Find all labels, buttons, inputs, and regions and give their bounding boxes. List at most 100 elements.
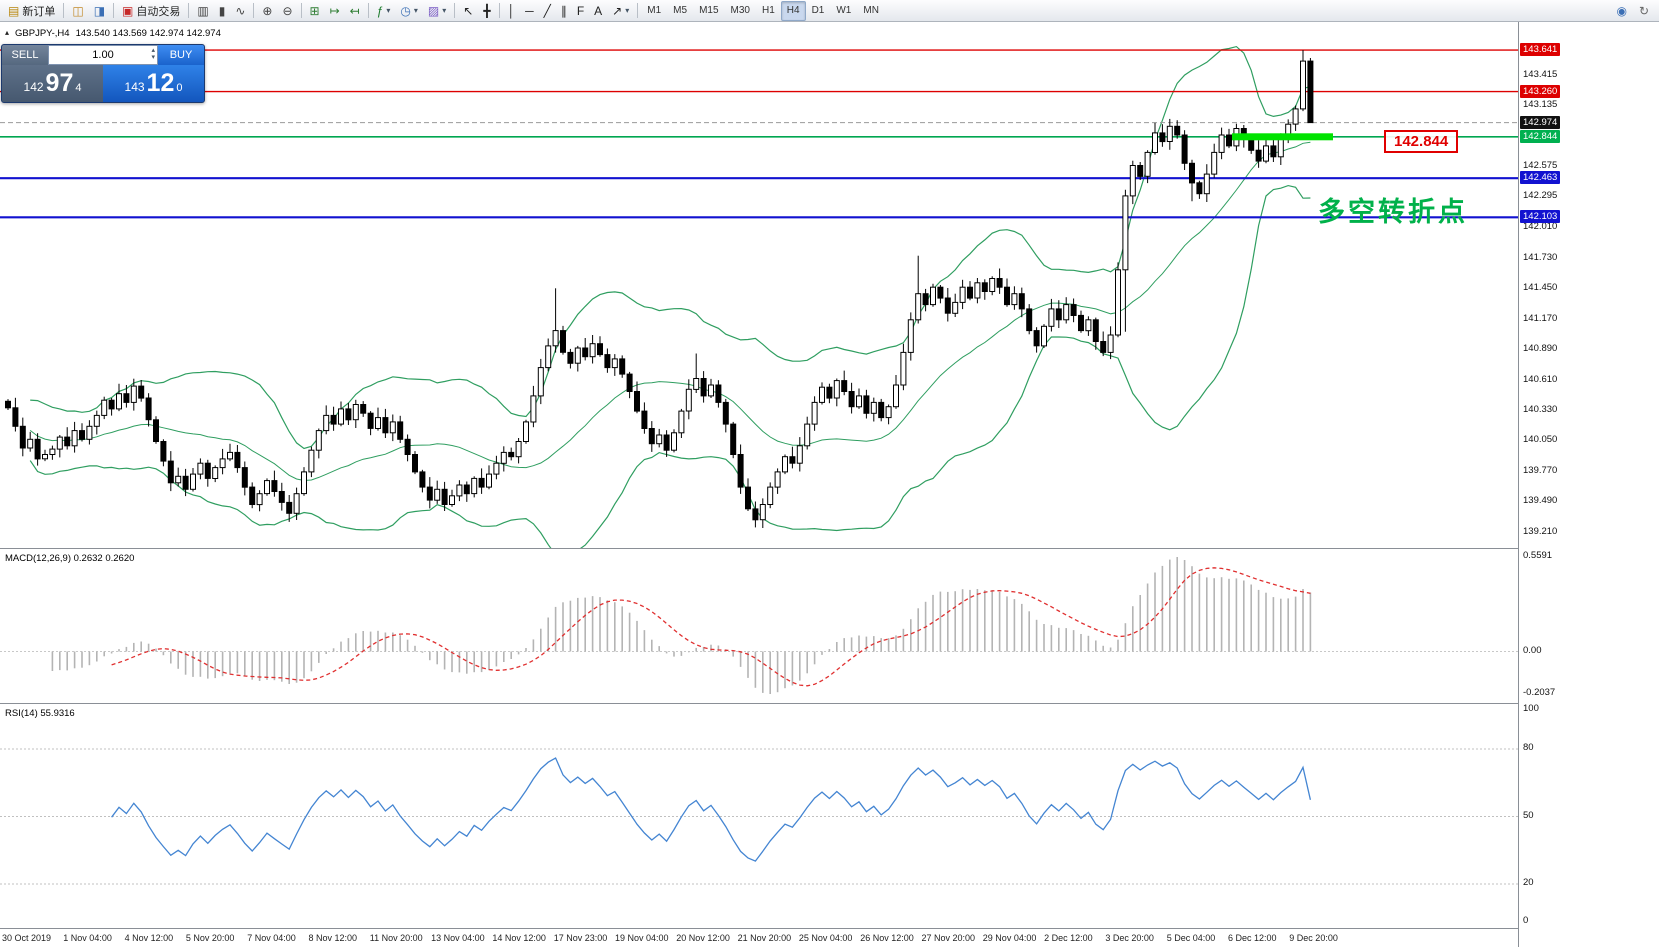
scale-tick: 141.730: [1523, 251, 1558, 263]
tile-windows-button[interactable]: ⊞: [305, 1, 325, 21]
time-label: 9 Dec 20:00: [1289, 933, 1338, 943]
auto-trading-icon: ▣: [122, 3, 134, 18]
indicators-button[interactable]: ƒ ▾: [372, 1, 396, 21]
timeframe-d1-button[interactable]: D1: [806, 1, 831, 21]
periods-button[interactable]: ◷ ▾: [395, 1, 423, 21]
data-window-icon: ◨: [93, 3, 106, 18]
timeframe-m1-button[interactable]: M1: [641, 1, 667, 21]
time-label: 13 Nov 04:00: [431, 933, 485, 943]
time-label: 2 Dec 12:00: [1044, 933, 1093, 943]
tick-direction-icon: ▴: [5, 28, 10, 37]
toolbar-right-group: ◉ ↻: [1611, 1, 1654, 21]
timeframe-h1-button[interactable]: H1: [756, 1, 781, 21]
button-label: W1: [836, 5, 852, 16]
zoom-in-icon: ⊕: [262, 3, 273, 18]
scale-tick: 139.210: [1523, 525, 1558, 537]
timeframe-m15-button[interactable]: M15: [693, 1, 724, 21]
search-icon: ◉: [1616, 4, 1627, 18]
timeframe-w1-button[interactable]: W1: [830, 1, 857, 21]
trendline-button[interactable]: ╱: [539, 1, 556, 21]
time-label: 7 Nov 04:00: [247, 933, 296, 943]
sell-button[interactable]: SELL: [2, 45, 48, 65]
timeframe-m5-button[interactable]: M5: [667, 1, 693, 21]
main-chart[interactable]: ▴ GBPJPY-,H4 143.540 143.569 142.974 142…: [0, 22, 1518, 548]
quote-ohlc: 143.540 143.569 142.974 142.974: [75, 28, 221, 39]
macd-scale-zero: 0.00: [1523, 644, 1542, 656]
price-level-callout: 142.844: [1384, 130, 1459, 153]
button-label: M1: [647, 5, 662, 16]
auto-scroll-button[interactable]: ↦: [325, 1, 345, 21]
indicators-icon: ƒ: [376, 3, 384, 18]
candlestick-icon: ▮: [218, 3, 226, 18]
spinner-up-icon[interactable]: ▴: [151, 47, 155, 54]
crosshair-button[interactable]: ╋: [478, 1, 495, 21]
button-label: H1: [761, 5, 775, 16]
search-button[interactable]: ◉: [1611, 1, 1631, 21]
zoom-out-button[interactable]: ⊖: [277, 1, 297, 21]
rsi-scale-label: 80: [1523, 742, 1534, 753]
fibonacci-button[interactable]: F: [572, 1, 589, 21]
volume-value: 1.00: [92, 49, 114, 61]
rsi-scale-label: 0: [1523, 915, 1529, 926]
time-label: 4 Nov 12:00: [124, 933, 174, 943]
time-label: 19 Nov 04:00: [615, 933, 669, 943]
timeframe-mn-button[interactable]: MN: [857, 1, 885, 21]
chart-profiles-button[interactable]: ◫: [67, 1, 88, 21]
timeframe-m30-button[interactable]: M30: [725, 1, 756, 21]
profiles-icon: ◫: [72, 3, 84, 18]
macd-scale-min: -0.2037: [1523, 687, 1556, 698]
line-chart-button[interactable]: ∿: [230, 1, 250, 21]
sell-price[interactable]: 142 97 4: [2, 65, 103, 102]
new-order-icon: ▤: [8, 3, 20, 18]
bar-chart-icon: ▥: [197, 3, 209, 18]
scale-tick: 140.610: [1523, 373, 1558, 385]
rsi-panel[interactable]: RSI(14) 55.9316: [0, 703, 1518, 929]
chart-shift-button[interactable]: ↤: [345, 1, 365, 21]
candlestick-chart: [0, 45, 1518, 548]
time-axis[interactable]: 30 Oct 2019 1 Nov 04:00 4 Nov 12:00 5 Nov 2…: [0, 928, 1518, 947]
arrows-button[interactable]: ↗ ▾: [607, 1, 634, 21]
price-scale[interactable]: 143.415 143.135 142.575 142.295 142.010 141.7…: [1518, 22, 1659, 947]
auto-trading-button[interactable]: ▣ 自动交易: [117, 1, 185, 21]
buy-price[interactable]: 143 12 0: [103, 65, 204, 102]
zoom-out-icon: ⊖: [282, 3, 293, 18]
rsi-label: RSI(14) 55.9316: [5, 708, 75, 719]
refresh-button[interactable]: ↻: [1634, 1, 1654, 21]
toolbar-separator: [454, 3, 456, 18]
volume-spinner[interactable]: ▴ ▾: [151, 47, 155, 61]
time-label: 8 Nov 12:00: [308, 933, 358, 943]
quote-line: ▴ GBPJPY-,H4 143.540 143.569 142.974 142…: [5, 28, 221, 39]
data-window-button[interactable]: ◨: [89, 1, 110, 21]
time-label: 21 Nov 20:00: [737, 933, 792, 943]
one-click-trade-panel: SELL 1.00 ▴ ▾ BUY 142 97 4: [1, 44, 205, 103]
text-button[interactable]: A: [589, 1, 607, 21]
zoom-in-button[interactable]: ⊕: [257, 1, 277, 21]
horizontal-line-button[interactable]: ─: [520, 1, 539, 21]
dropdown-caret-icon: ▾: [442, 6, 447, 15]
buy-button[interactable]: BUY: [158, 45, 204, 65]
templates-icon: ▨: [427, 3, 440, 18]
scale-tick: 141.450: [1523, 282, 1558, 294]
rsi-scale-label: 20: [1523, 877, 1534, 888]
button-label: 自动交易: [136, 5, 181, 18]
spinner-down-icon[interactable]: ▾: [151, 54, 155, 61]
time-label: 26 Nov 12:00: [860, 933, 914, 943]
cursor-icon: ↖: [463, 3, 474, 18]
toolbar-separator: [367, 3, 369, 18]
volume-input[interactable]: 1.00 ▴ ▾: [48, 45, 158, 65]
fibonacci-icon: F: [576, 3, 585, 18]
cursor-button[interactable]: ↖: [458, 1, 478, 21]
chart-shift-icon: ↤: [349, 3, 360, 18]
macd-label: MACD(12,26,9) 0.2632 0.2620: [5, 553, 135, 564]
candle-chart-button[interactable]: ▮: [214, 1, 231, 21]
macd-panel[interactable]: MACD(12,26,9) 0.2632 0.2620: [0, 548, 1518, 704]
timeframe-h4-button[interactable]: H4: [780, 0, 806, 21]
dropdown-caret-icon: ▾: [413, 6, 418, 15]
templates-button[interactable]: ▨ ▾: [423, 1, 451, 21]
channel-button[interactable]: ∥: [556, 1, 572, 21]
scale-tick: 141.170: [1523, 312, 1558, 324]
bar-chart-button[interactable]: ▥: [192, 1, 213, 21]
new-order-button[interactable]: ▤ 新订单: [3, 1, 60, 21]
time-label: 6 Dec 12:00: [1228, 933, 1277, 943]
vertical-line-button[interactable]: │: [503, 1, 521, 21]
